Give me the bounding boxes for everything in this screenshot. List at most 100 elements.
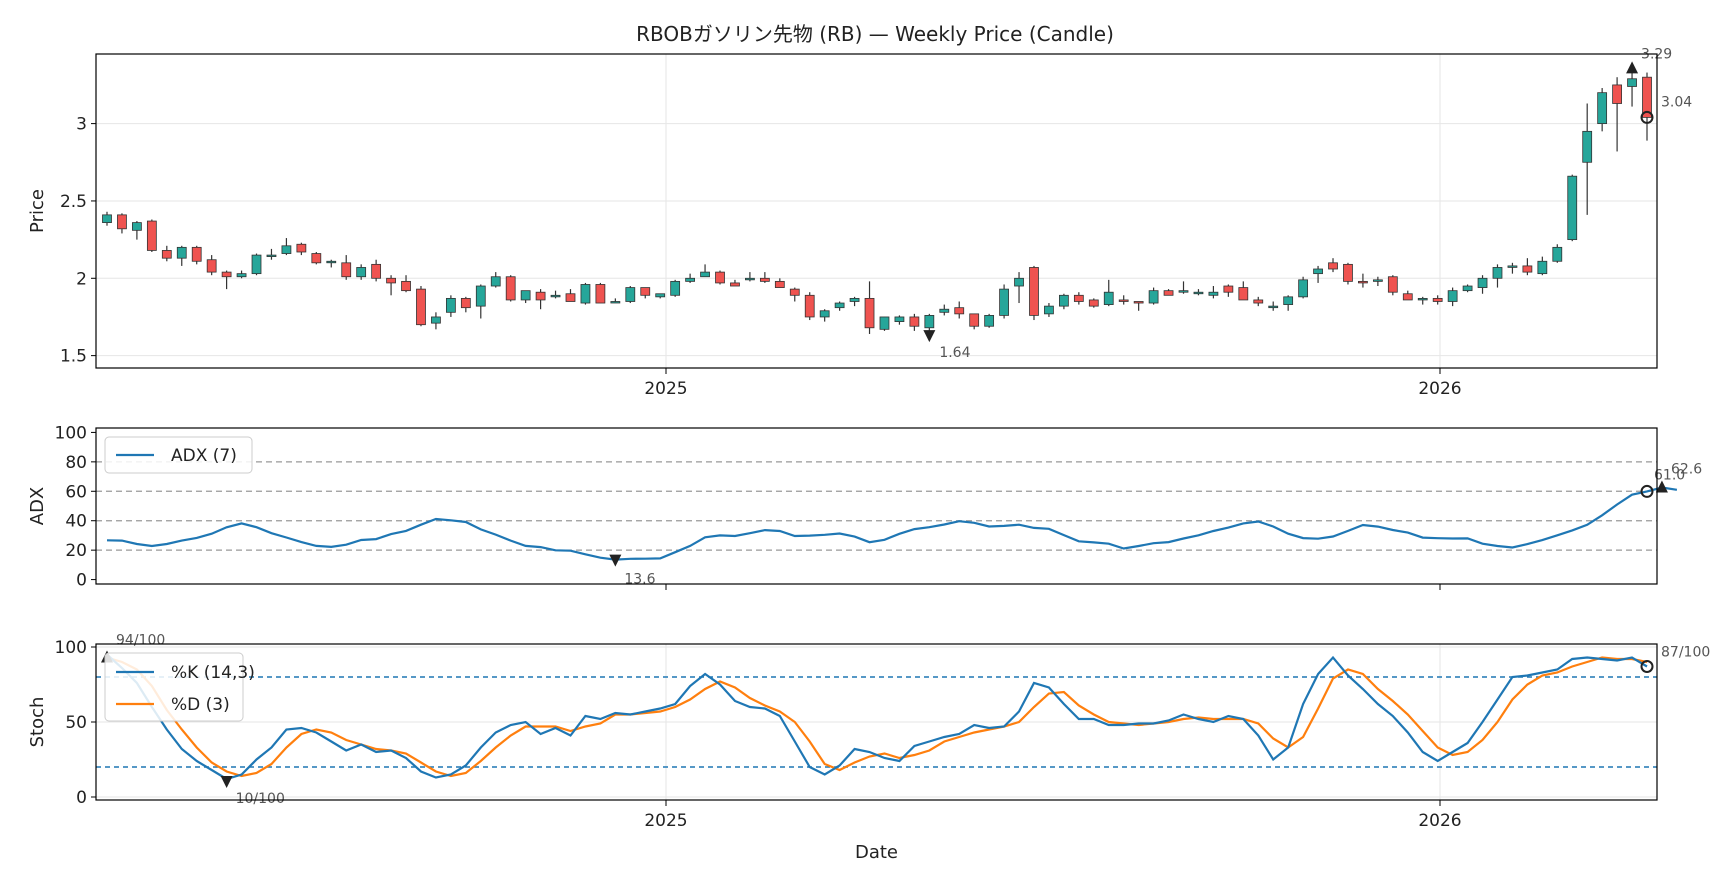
candle-body	[1298, 279, 1309, 298]
last-marker	[1640, 110, 1654, 124]
candle-body	[1059, 294, 1069, 307]
candle-body	[1343, 263, 1353, 282]
x-tick-label: 2025	[644, 379, 687, 399]
x-tick-label: 2025	[644, 811, 687, 831]
adx-last-marker	[1640, 484, 1654, 498]
axes-frame	[95, 643, 1658, 801]
candle-body	[730, 282, 740, 287]
adx-last-annotation: 61.0	[1654, 467, 1685, 483]
candle-body	[550, 294, 561, 298]
candle-body	[191, 246, 202, 262]
candle-body	[146, 220, 157, 251]
candle-body	[431, 316, 441, 324]
candle-body	[1537, 260, 1548, 275]
adx-min-marker	[609, 554, 622, 567]
axes-frame	[95, 53, 1658, 369]
adx-max-marker	[1655, 480, 1668, 493]
candle-body	[266, 254, 277, 257]
candle-body	[1372, 279, 1383, 282]
candle-body	[1118, 299, 1129, 302]
candle-body	[595, 284, 606, 304]
adx-legend	[104, 436, 253, 474]
candle-body	[1238, 287, 1249, 301]
y-tick-label: 80	[65, 453, 87, 473]
chart-title: RBOBガソリン先物 (RB) — Weekly Price (Candle)	[636, 22, 1114, 46]
candle-body	[924, 315, 935, 329]
candle-body	[1432, 297, 1443, 302]
x-axis-label: Date	[855, 842, 898, 863]
candle-body	[670, 280, 681, 296]
candle-body	[700, 271, 710, 278]
candle-body	[774, 280, 785, 288]
legend-label: ADX (7)	[171, 446, 237, 466]
candle-body	[326, 260, 337, 264]
candle-body	[520, 290, 531, 301]
max-marker	[1626, 61, 1639, 74]
candle-body	[1402, 293, 1413, 301]
candle-body	[1507, 265, 1518, 268]
candle-body	[311, 253, 322, 264]
candle-body	[1223, 285, 1234, 293]
candle-body	[221, 271, 232, 278]
candle-body	[1612, 84, 1622, 104]
candle-body	[715, 271, 725, 284]
min-annotation: 1.64	[939, 345, 970, 361]
y-tick-label: 40	[65, 512, 87, 532]
stoch-last-marker	[1640, 660, 1654, 673]
candle-body	[1208, 291, 1219, 296]
candle-body	[1627, 78, 1637, 87]
last-annotation: 3.04	[1661, 94, 1692, 110]
candle-body	[1552, 246, 1563, 262]
y-tick-label: 1.5	[60, 347, 87, 367]
y-tick-label: 100	[55, 638, 87, 658]
stoch-min-marker	[220, 776, 233, 788]
candle-body	[625, 287, 636, 302]
candle-body	[460, 297, 471, 309]
candle-body	[1103, 291, 1114, 305]
y-axis-label: Stoch	[27, 697, 48, 748]
candle-body	[909, 316, 920, 327]
adx-panel: 0 20 40 60 80 100 13.6 62.661.0 ADX (7) ADX	[27, 423, 1702, 590]
candle-body	[834, 302, 845, 309]
candle-body	[161, 250, 172, 259]
candle-body	[1597, 92, 1608, 125]
candle-body	[969, 313, 980, 327]
y-tick-label: 50	[65, 713, 87, 733]
candle-body	[1283, 296, 1294, 305]
candle-body	[1492, 267, 1503, 279]
candle-body	[655, 293, 666, 298]
stoch-last-annotation: 87/100	[1661, 645, 1710, 661]
candle-body	[1477, 277, 1488, 288]
candle-body	[206, 259, 217, 273]
candle-body	[371, 263, 382, 279]
candle-body	[580, 284, 591, 304]
y-tick-label: 100	[55, 423, 87, 443]
candle-body	[1447, 290, 1458, 302]
candle-body	[251, 254, 262, 275]
candle-body	[1014, 277, 1024, 287]
candle-body	[281, 245, 292, 254]
y-tick-label: 60	[65, 482, 87, 502]
y-axis-label: Price	[27, 189, 48, 233]
candle-body	[505, 276, 516, 301]
candle-body	[416, 288, 426, 326]
candle-body	[939, 308, 950, 313]
candle-body	[1582, 130, 1593, 163]
legend-label: %K (14,3)	[171, 663, 255, 683]
candle-body	[759, 277, 770, 282]
candle-body	[745, 277, 755, 281]
y-axis-label: ADX	[27, 487, 48, 526]
candle-body	[864, 297, 875, 329]
candle-body	[1133, 301, 1144, 304]
candle-body	[1328, 262, 1338, 270]
candle-body	[1358, 280, 1368, 284]
axes-frame	[95, 427, 1658, 585]
candle-body	[356, 267, 367, 278]
candle-body	[879, 316, 890, 330]
candle-body	[1193, 291, 1204, 295]
candle-body	[954, 307, 965, 315]
stoch-panel: 0 50 100 2025 2026 10/100 94/100 87/100 %K (14,3…	[27, 633, 1710, 864]
candle-body	[176, 246, 187, 259]
x-tick-label: 2026	[1418, 811, 1461, 831]
